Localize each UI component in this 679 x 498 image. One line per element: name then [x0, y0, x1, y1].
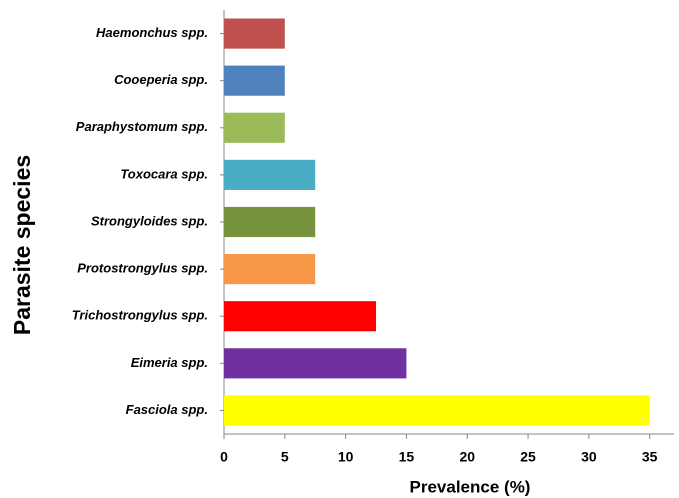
y-tick-label: Paraphystomum spp. [76, 119, 208, 134]
x-tick-label: 0 [220, 449, 228, 465]
y-tick-label: Cooeperia spp. [114, 72, 208, 87]
x-tick-label: 15 [399, 449, 415, 465]
bar [224, 254, 316, 285]
y-tick-label: Protostrongylus spp. [77, 261, 208, 276]
bar [224, 206, 316, 238]
x-axis-label: Prevalence (%) [410, 477, 531, 496]
bar [224, 301, 377, 332]
bar [224, 65, 285, 96]
bar [224, 159, 316, 190]
y-tick-label: Fasciola spp. [126, 402, 208, 417]
x-tick-label: 30 [581, 449, 597, 465]
bar [224, 395, 650, 426]
x-tick-label: 25 [520, 449, 536, 465]
bar [224, 348, 407, 379]
y-tick-label: Trichostrongylus spp. [72, 308, 208, 323]
x-tick-label: 10 [338, 449, 354, 465]
x-tick-label: 20 [459, 449, 475, 465]
y-tick-label: Eimeria spp. [131, 355, 208, 370]
bar [224, 112, 285, 143]
y-tick-label: Haemonchus spp. [96, 25, 208, 40]
y-tick-label: Toxocara spp. [120, 166, 208, 181]
x-tick-label: 5 [281, 449, 289, 465]
x-tick-label: 35 [642, 449, 658, 465]
bar [224, 18, 285, 49]
y-tick-label: Strongyloides spp. [91, 213, 208, 228]
y-axis-label: Parasite species [9, 155, 35, 335]
